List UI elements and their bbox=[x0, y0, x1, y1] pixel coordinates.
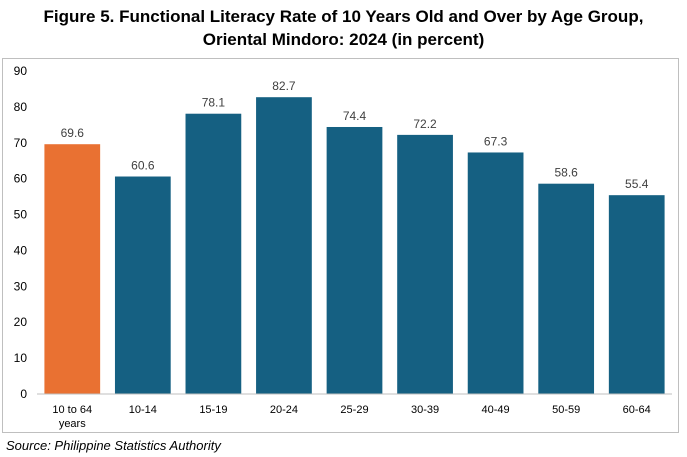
bar bbox=[397, 134, 453, 394]
x-tick-label: years bbox=[59, 418, 86, 430]
bar bbox=[185, 113, 242, 395]
bar bbox=[538, 183, 595, 394]
data-label: 55.4 bbox=[625, 177, 649, 191]
plot-area-frame bbox=[2, 58, 679, 433]
data-label: 60.6 bbox=[131, 159, 155, 173]
data-label: 74.4 bbox=[343, 109, 367, 123]
y-tick-label: 10 bbox=[14, 351, 28, 365]
y-tick-label: 30 bbox=[14, 279, 28, 293]
y-tick-label: 40 bbox=[14, 243, 28, 257]
bar bbox=[608, 195, 665, 394]
x-tick-label: 10-14 bbox=[129, 404, 157, 416]
bar bbox=[114, 176, 171, 394]
x-tick-label: 50-59 bbox=[552, 404, 580, 416]
source-note: Source: Philippine Statistics Authority bbox=[6, 438, 221, 453]
x-tick-label: 30-39 bbox=[411, 404, 439, 416]
bar bbox=[256, 97, 312, 394]
bar bbox=[326, 126, 383, 395]
y-tick-label: 70 bbox=[14, 136, 28, 150]
chart-title: Figure 5. Functional Literacy Rate of 10… bbox=[0, 5, 687, 51]
data-label: 82.7 bbox=[272, 79, 296, 93]
data-label: 69.6 bbox=[61, 126, 85, 140]
chart-title-line-1: Figure 5. Functional Literacy Rate of 10… bbox=[43, 7, 644, 26]
bar bbox=[44, 144, 101, 394]
bar bbox=[467, 152, 524, 394]
y-tick-label: 0 bbox=[20, 387, 27, 401]
y-tick-label: 80 bbox=[14, 100, 28, 114]
x-tick-label: 15-19 bbox=[199, 404, 227, 416]
data-label: 67.3 bbox=[484, 134, 508, 148]
x-tick-label: 60-64 bbox=[623, 404, 651, 416]
x-tick-label: 40-49 bbox=[482, 404, 510, 416]
chart-title-line-2: Oriental Mindoro: 2024 (in percent) bbox=[202, 30, 485, 49]
data-label: 78.1 bbox=[202, 96, 226, 110]
y-tick-label: 90 bbox=[14, 64, 28, 78]
data-label: 72.2 bbox=[413, 117, 437, 131]
x-tick-label: 10 to 64 bbox=[52, 404, 92, 416]
x-tick-label: 20-24 bbox=[270, 404, 298, 416]
y-tick-label: 60 bbox=[14, 172, 28, 186]
x-tick-label: 25-29 bbox=[340, 404, 368, 416]
y-tick-label: 50 bbox=[14, 208, 28, 222]
data-label: 58.6 bbox=[554, 166, 578, 180]
y-tick-label: 20 bbox=[14, 315, 28, 329]
